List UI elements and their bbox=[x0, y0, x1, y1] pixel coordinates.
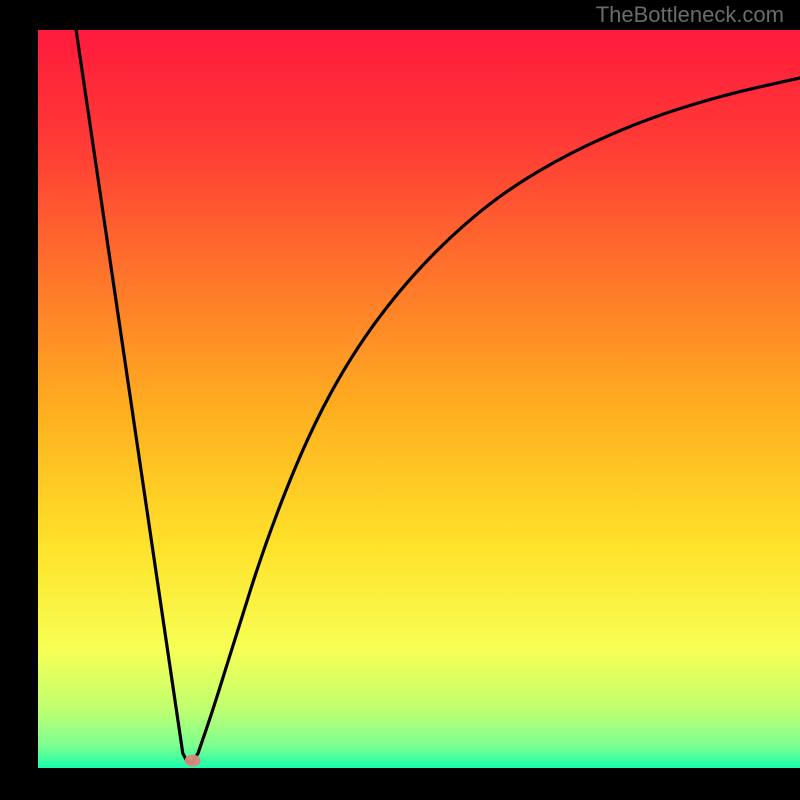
watermark-text: TheBottleneck.com bbox=[596, 2, 784, 28]
chart-container: TheBottleneck.com bbox=[0, 0, 800, 800]
plot-area bbox=[38, 30, 800, 768]
chart-svg bbox=[38, 30, 800, 768]
gradient-background bbox=[38, 30, 800, 768]
optimal-point-marker bbox=[185, 755, 201, 767]
